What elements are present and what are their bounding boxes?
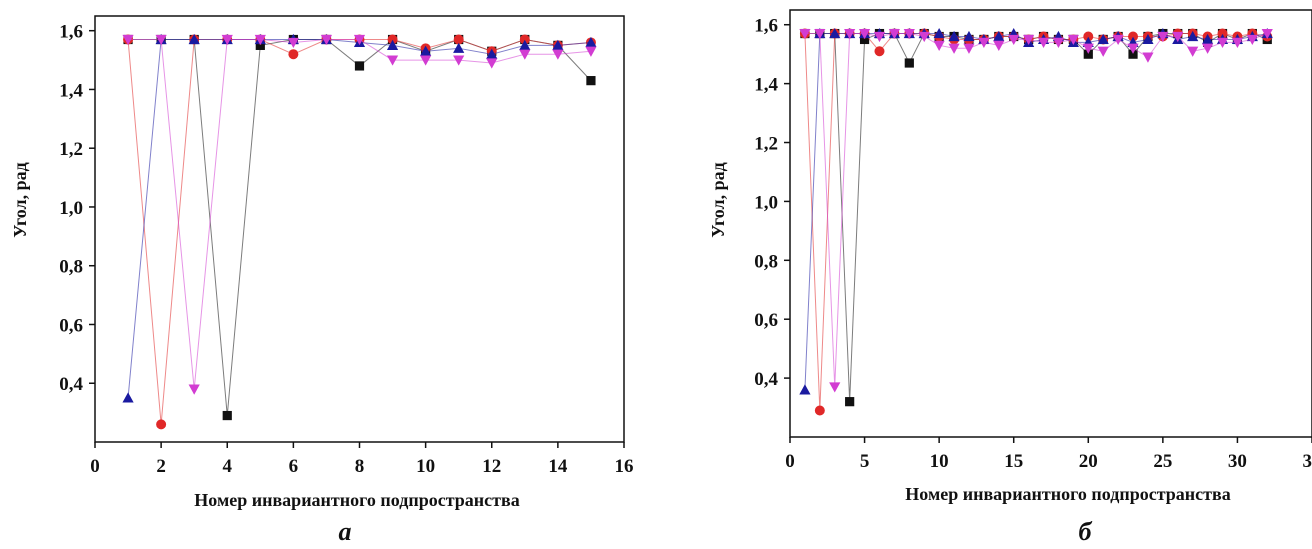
panel-a-y-tick-label: 1,0 [59, 198, 83, 219]
panel-a-y-tick-label: 0,8 [59, 257, 83, 278]
panel-a-series-2-line [128, 40, 591, 425]
panel-a-series-4-point [189, 385, 200, 395]
panel-a-x-tick-label: 14 [548, 456, 568, 477]
panel-a-x-axis-title: Номер инвариантного подпространства [194, 490, 519, 510]
panel-a-x-tick-label: 0 [90, 456, 100, 477]
panel-b-series-3-line [805, 34, 1267, 390]
panel-b-x-tick-label: 20 [1079, 451, 1098, 472]
panel-b-y-tick-label: 1,0 [754, 192, 778, 213]
panel-b-letter: б [1079, 517, 1093, 544]
panel-b-series-2-point [874, 46, 884, 56]
panel-b-series-4-point [1098, 47, 1109, 57]
panel-a-plot-frame [95, 16, 624, 442]
panel-a-x-tick-label: 12 [482, 456, 501, 477]
panel-b-x-tick-label: 15 [1004, 451, 1023, 472]
panel-b-x-tick-label: 10 [930, 451, 949, 472]
panel-b-x-tick-label: 0 [785, 451, 795, 472]
panel-b-y-tick-label: 1,4 [754, 75, 778, 96]
panel-b-series-4-point [948, 44, 959, 54]
panel-b-y-tick-label: 0,8 [754, 251, 778, 272]
panel-b-series-4-point [1187, 47, 1198, 57]
panel-a-series-2-point [288, 49, 298, 59]
panel-a-y-tick-label: 1,4 [59, 80, 83, 101]
panel-b-x-tick-label: 30 [1228, 451, 1247, 472]
panel-a-y-tick-label: 0,6 [59, 315, 83, 336]
panel-b-x-tick-label: 5 [860, 451, 870, 472]
panel-a-x-tick-label: 16 [615, 456, 634, 477]
panel-a-x-tick-label: 2 [156, 456, 166, 477]
panel-b-y-tick-label: 0,6 [754, 310, 778, 331]
panel-b-series-1-point [845, 397, 854, 406]
panel-b-x-tick-label: 35 [1303, 451, 1312, 472]
panel-b: б 0 5 10 15 20 25 30 35 0,4 0,6 0,8 1,0 1,2 1,4 1,6 Ном… [708, 10, 1312, 544]
panel-a-letter: а [339, 517, 352, 544]
panel-a-x-tick-label: 8 [355, 456, 365, 477]
panel-b-series-2-point [815, 405, 825, 415]
panel-a-series-1-point [223, 411, 232, 420]
panel-a-series-4-point [486, 58, 497, 68]
panel-a-series-4-line [128, 40, 591, 390]
panel-b-series-4-line [805, 34, 1267, 387]
panel-b-series-1-point [905, 58, 914, 67]
panel-b-y-tick-label: 0,4 [754, 369, 778, 390]
panel-a-y-tick-label: 1,2 [59, 139, 83, 160]
panel-b-y-tick-label: 1,6 [754, 16, 778, 37]
panel-b-plot-frame [790, 10, 1312, 437]
panel-a-series-1-point [586, 76, 595, 85]
panel-b-y-axis-title: Угол, рад [708, 162, 728, 237]
panel-b-series-4-point [963, 44, 974, 54]
panel-a-series-3-line [128, 40, 591, 398]
panel-b-series-4-point [993, 41, 1004, 51]
panel-a-y-tick-label: 1,6 [59, 22, 83, 43]
panel-b-series-3-point [799, 384, 810, 394]
panel-b-x-axis-title: Номер инвариантного подпространства [905, 484, 1230, 504]
panel-a-series-1-point [355, 61, 364, 70]
panel-a-x-tick-label: 6 [289, 456, 299, 477]
panel-b-x-tick-label: 25 [1153, 451, 1172, 472]
panel-a-series-2-point [156, 419, 166, 429]
panel-a-x-tick-label: 10 [416, 456, 435, 477]
panel-b-series-4-point [829, 382, 840, 392]
panel-b-series-2-line [805, 34, 1267, 411]
panel-a-x-tick-label: 4 [223, 456, 233, 477]
panel-a-series-3-point [122, 392, 133, 402]
panel-b-y-tick-label: 1,2 [754, 134, 778, 155]
panel-b-series-4-point [1142, 53, 1153, 63]
panel-a-y-axis-title: Угол, рад [10, 162, 30, 237]
panel-b-series-1-line [805, 34, 1267, 402]
panel-a: а 0 2 4 6 8 10 12 14 16 0,4 0,6 0,8 1,0 1,2 1,4 1,6 Номе… [10, 16, 634, 544]
panel-a-y-tick-label: 0,4 [59, 374, 83, 395]
panel-a-series-3-point [453, 43, 464, 53]
